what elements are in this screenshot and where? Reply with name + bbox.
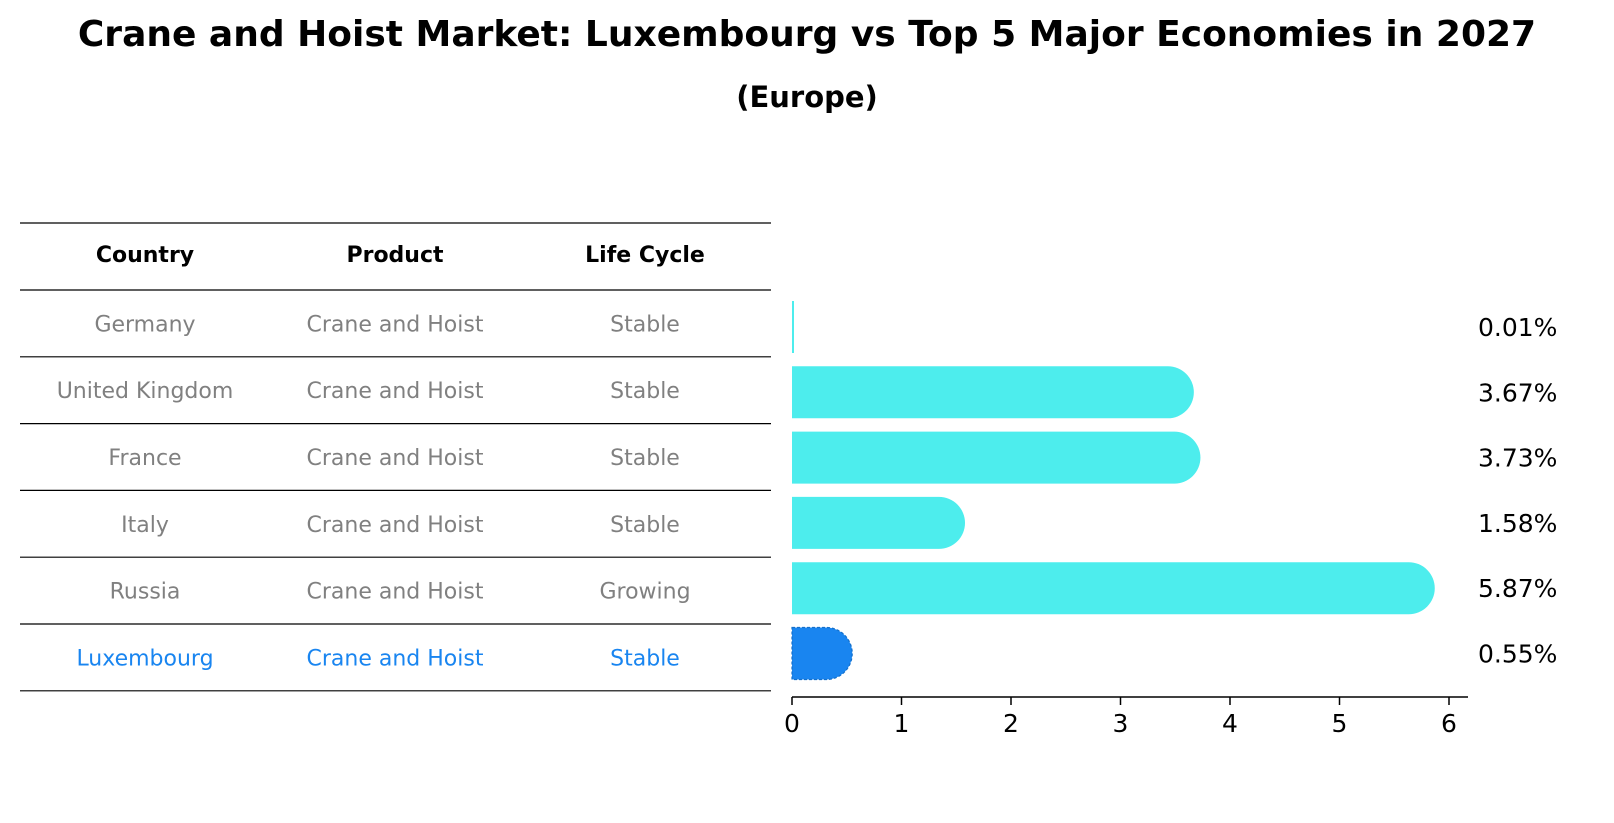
table-cell: Stable	[610, 646, 680, 671]
table-cell: Crane and Hoist	[307, 312, 484, 337]
x-tick-label: 4	[1222, 709, 1238, 738]
table-cell: Luxembourg	[76, 646, 213, 671]
value-label: 0.55%	[1478, 640, 1557, 669]
table-header: Country	[96, 243, 194, 268]
bar-italy	[792, 496, 966, 549]
table-cell: Crane and Hoist	[307, 446, 484, 471]
table-cell: Italy	[121, 513, 169, 538]
table-cell: United Kingdom	[57, 379, 234, 404]
x-tick-label: 3	[1113, 709, 1129, 738]
table-header: Product	[346, 243, 444, 268]
table-cell: Stable	[610, 312, 680, 337]
chart-subtitle: (Europe)	[736, 80, 878, 114]
table-cell: Stable	[610, 446, 680, 471]
value-label: 1.58%	[1478, 509, 1557, 538]
table-header: Life Cycle	[585, 243, 705, 268]
chart-title: Crane and Hoist Market: Luxembourg vs To…	[77, 14, 1537, 55]
x-tick-label: 6	[1441, 709, 1457, 738]
table-cell: Crane and Hoist	[307, 513, 484, 538]
table-cell: Crane and Hoist	[307, 580, 484, 605]
x-tick-label: 1	[894, 709, 910, 738]
table-cell: Crane and Hoist	[307, 646, 484, 671]
x-tick-label: 0	[784, 709, 800, 738]
table-cell: Stable	[610, 513, 680, 538]
value-label: 3.73%	[1478, 444, 1557, 473]
bar-france	[792, 431, 1201, 484]
table-cell: Crane and Hoist	[307, 379, 484, 404]
bar-germany	[792, 301, 794, 353]
value-label: 0.01%	[1478, 313, 1557, 342]
bar-luxembourg	[791, 626, 853, 681]
value-label: 5.87%	[1478, 574, 1557, 603]
x-tick-label: 5	[1332, 709, 1348, 738]
table-cell: France	[108, 446, 181, 471]
bar-united-kingdom	[792, 366, 1194, 419]
table-cell: Growing	[599, 580, 690, 605]
value-label: 3.67%	[1478, 378, 1557, 407]
table-cell: Germany	[94, 312, 195, 337]
x-tick-label: 2	[1003, 709, 1019, 738]
table-cell: Stable	[610, 379, 680, 404]
table-cell: Russia	[110, 580, 181, 605]
bar-russia	[792, 562, 1435, 615]
